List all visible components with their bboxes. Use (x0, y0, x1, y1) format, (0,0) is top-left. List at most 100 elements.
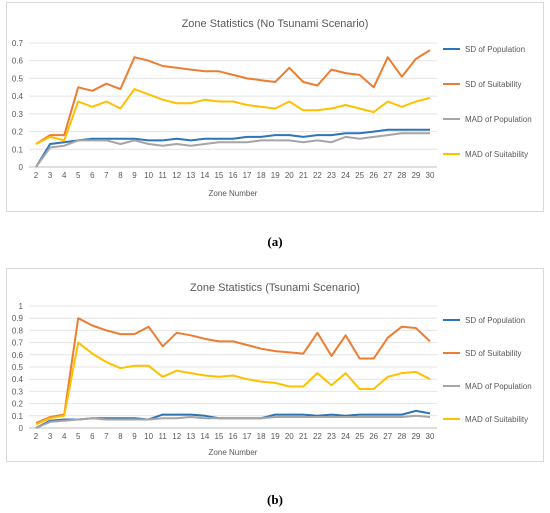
x-tick-label: 26 (369, 432, 378, 441)
x-tick-label: 11 (158, 432, 167, 441)
x-tick-label: 24 (341, 432, 350, 441)
series-line-mad-of-suitability (35, 88, 431, 145)
y-tick-label: 0.6 (12, 351, 24, 360)
x-tick-label: 9 (132, 171, 137, 180)
x-tick-label: 6 (90, 171, 95, 180)
x-tick-label: 21 (299, 432, 308, 441)
y-tick-label: 0.4 (12, 375, 24, 384)
y-tick-label: 0.7 (12, 339, 24, 348)
x-tick-label: 4 (62, 432, 67, 441)
legend-label: SD of Suitability (465, 349, 521, 358)
x-tick-label: 4 (62, 171, 67, 180)
x-tick-label: 10 (144, 432, 153, 441)
x-tick-label: 29 (411, 432, 420, 441)
x-tick-label: 3 (48, 432, 53, 441)
x-tick-label: 26 (369, 171, 378, 180)
x-tick-label: 25 (355, 432, 364, 441)
x-tick-label: 18 (257, 432, 266, 441)
x-tick-label: 7 (104, 432, 109, 441)
x-tick-label: 15 (214, 171, 223, 180)
series-line-sd-of-population (35, 128, 430, 168)
legend-label: MAD of Population (465, 115, 532, 124)
x-tick-label: 23 (327, 171, 336, 180)
y-tick-label: 0.3 (12, 387, 24, 396)
y-tick-label: 0.3 (12, 110, 24, 119)
x-tick-label: 28 (397, 171, 406, 180)
x-tick-label: 17 (243, 171, 252, 180)
y-tick-label: 0.7 (12, 39, 24, 48)
x-tick-label: 14 (200, 432, 209, 441)
x-tick-label: 16 (229, 432, 238, 441)
y-tick-label: 0.6 (12, 57, 24, 66)
y-tick-label: 0.1 (12, 145, 24, 154)
series-line-sd-of-suitability (35, 49, 431, 145)
chart-panel-tsunami: Zone Statistics (Tsunami Scenario) 0 0.1 0.… (6, 268, 544, 462)
x-tick-label: 10 (144, 171, 153, 180)
caption-b: (b) (267, 492, 283, 507)
legend-label: SD of Population (465, 45, 525, 54)
x-tick-label: 23 (327, 432, 336, 441)
chart-no-tsunami: Zone Statistics (No Tsunami Scenario) 0 0.… (12, 18, 532, 198)
x-tick-label: 5 (76, 171, 81, 180)
x-tick-label: 6 (90, 432, 95, 441)
x-tick-label: 13 (186, 432, 195, 441)
series-line-mad-of-population (35, 132, 430, 168)
series-line-sd-of-suitability (35, 317, 431, 425)
series-line-mad-of-population (35, 414, 431, 429)
x-tick-label: 29 (411, 171, 420, 180)
x-tick-label: 15 (214, 432, 223, 441)
x-tick-label: 9 (132, 432, 137, 441)
y-tick-label: 0.2 (12, 400, 24, 409)
x-tick-label: 24 (341, 171, 350, 180)
y-tick-label: 0.8 (12, 326, 24, 335)
x-tick-label: 8 (118, 171, 123, 180)
y-tick-label: 0.5 (12, 74, 24, 83)
x-tick-label: 13 (186, 171, 195, 180)
legend-label: MAD of Population (465, 382, 532, 391)
x-tick-label: 19 (271, 171, 280, 180)
caption-a: (a) (267, 234, 283, 249)
x-tick-label: 30 (426, 171, 435, 180)
series-line-mad-of-suitability (35, 341, 431, 426)
x-tick-label: 2 (34, 432, 39, 441)
x-tick-label: 12 (172, 171, 181, 180)
y-tick-label: 0 (19, 424, 24, 433)
chart-title: Zone Statistics (Tsunami Scenario) (190, 282, 360, 294)
legend-label: MAD of Suitability (465, 150, 528, 159)
x-tick-label: 18 (257, 171, 266, 180)
x-tick-label: 20 (285, 432, 294, 441)
x-tick-label: 22 (313, 432, 322, 441)
chart-tsunami: Zone Statistics (Tsunami Scenario) 0 0.1 0.… (12, 282, 532, 457)
x-tick-label: 8 (118, 432, 123, 441)
legend-label: SD of Population (465, 316, 525, 325)
legend-label: SD of Suitability (465, 80, 521, 89)
x-tick-label: 19 (271, 432, 280, 441)
x-tick-label: 22 (313, 171, 322, 180)
y-tick-label: 0.9 (12, 314, 24, 323)
x-tick-label: 25 (355, 171, 364, 180)
x-tick-label: 5 (76, 432, 81, 441)
x-tick-label: 7 (104, 171, 109, 180)
y-tick-label: 0.1 (12, 412, 24, 421)
chart-panel-no-tsunami: Zone Statistics (No Tsunami Scenario) 0 0.… (6, 2, 544, 212)
x-tick-label: 2 (34, 171, 39, 180)
x-tick-label: 16 (229, 171, 238, 180)
x-tick-label: 21 (299, 171, 308, 180)
y-tick-label: 0 (19, 163, 24, 172)
x-tick-label: 17 (243, 432, 252, 441)
x-tick-label: 28 (397, 432, 406, 441)
x-tick-label: 27 (383, 171, 392, 180)
x-tick-label: 12 (172, 432, 181, 441)
x-tick-label: 30 (426, 432, 435, 441)
x-tick-label: 27 (383, 432, 392, 441)
legend-label: MAD of Suitability (465, 415, 528, 424)
chart-title: Zone Statistics (No Tsunami Scenario) (182, 18, 369, 30)
y-tick-label: 0.4 (12, 92, 24, 101)
x-tick-label: 3 (48, 171, 53, 180)
x-tick-label: 20 (285, 171, 294, 180)
y-tick-label: 0.2 (12, 128, 24, 137)
x-axis-label: Zone Number (209, 448, 258, 457)
y-tick-label: 1 (19, 302, 24, 311)
x-tick-label: 14 (200, 171, 209, 180)
y-tick-label: 0.5 (12, 363, 24, 372)
